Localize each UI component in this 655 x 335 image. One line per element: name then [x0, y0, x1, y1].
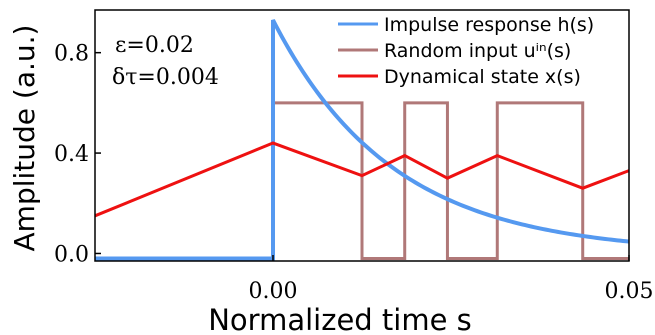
- legend: Impulse response h(s) Random input uⁱⁿ(s…: [338, 14, 594, 88]
- annotation-epsilon: ε=0.02: [115, 33, 194, 58]
- series-line-impulse-response: [95, 19, 630, 261]
- legend-label-impulse: Impulse response h(s): [384, 14, 594, 36]
- plot-frame: [94, 9, 630, 262]
- y-axis-label: Amplitude (a.u.): [8, 25, 41, 252]
- x-axis-label: Normalized time s: [208, 303, 472, 335]
- x-tick-label: 0.00: [249, 279, 298, 304]
- series-layer: [94, 19, 630, 261]
- x-tick-label: 0.05: [605, 279, 654, 304]
- series-line-dynamical-state: [94, 141, 630, 218]
- tick-layer: 0.0 0.4 0.8 0.00 0.05: [54, 42, 653, 304]
- series-line-random-input: [95, 101, 629, 260]
- legend-label-random-input: Random input uⁱⁿ(s): [384, 40, 571, 62]
- legend-label-dynamical-state: Dynamical state x(s): [384, 66, 581, 88]
- y-tick-label: 0.0: [54, 242, 89, 267]
- y-tick-label: 0.8: [54, 42, 89, 67]
- y-tick-label: 0.4: [54, 142, 89, 167]
- annotation-delta-tau: δτ=0.004: [112, 65, 219, 90]
